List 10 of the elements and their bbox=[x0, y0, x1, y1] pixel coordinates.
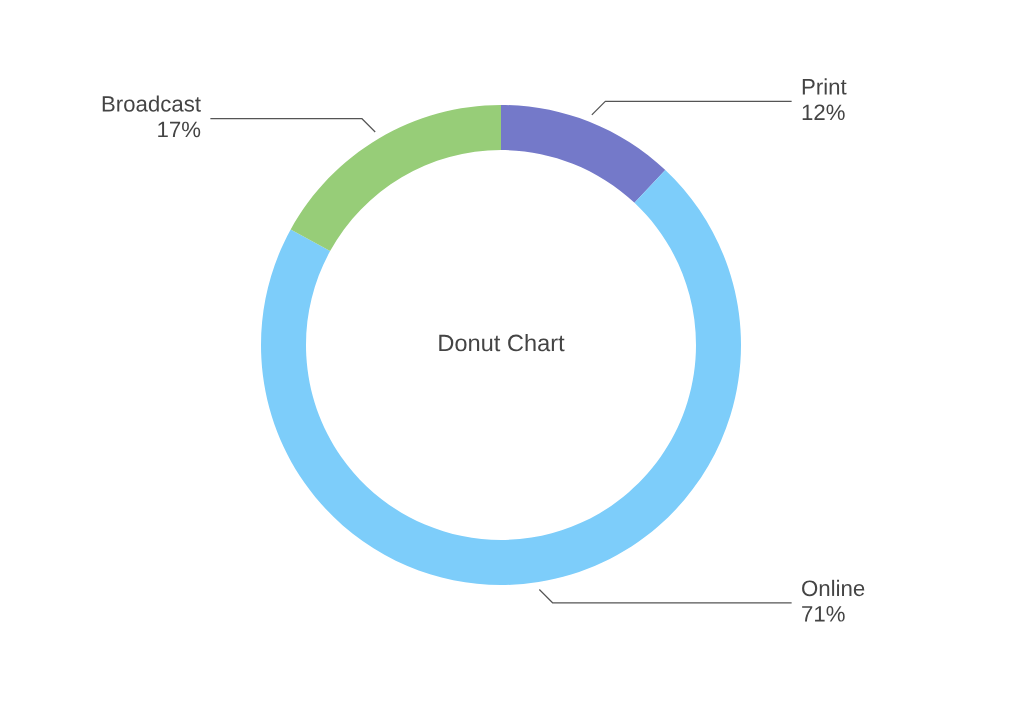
data-label: 71% bbox=[802, 606, 845, 622]
slice-label: Broadcast bbox=[102, 95, 201, 112]
donut-slice bbox=[261, 170, 741, 585]
donut-slice bbox=[290, 105, 501, 252]
data-label: 17% bbox=[158, 121, 201, 138]
slice-label: Print bbox=[802, 78, 847, 95]
data-label: 12% bbox=[802, 104, 845, 121]
text: Donut Chart bbox=[439, 333, 565, 352]
slice-label: Online bbox=[802, 579, 865, 597]
donut-slice bbox=[501, 105, 666, 203]
